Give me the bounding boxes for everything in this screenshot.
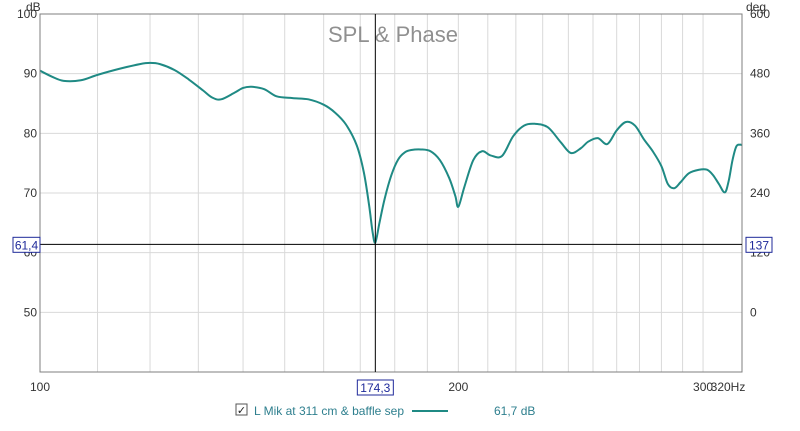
legend-value: 61,7 dB	[494, 404, 535, 418]
series-layer	[39, 61, 743, 244]
y-tick-label: 90	[24, 67, 38, 81]
y2-tick-label: 600	[750, 7, 770, 21]
chart-title: SPL & Phase	[328, 22, 458, 47]
y2-tick-label: 360	[750, 126, 770, 140]
legend: ✓ L Mik at 311 cm & baffle sep 61,7 dB	[235, 403, 535, 418]
y2-tick-label: 0	[750, 305, 757, 319]
cursor-layer[interactable]: 174,3 61,4 137	[12, 14, 773, 396]
y2-tick-label: 240	[750, 186, 770, 200]
y-tick-label: 70	[24, 186, 38, 200]
cursor-x-label: 174,3	[360, 381, 390, 395]
y2-tick-label: 480	[750, 67, 770, 81]
y-unit-label: dB	[26, 0, 41, 14]
x-tick-label: 300	[693, 380, 713, 394]
cursor-y-right-box	[745, 236, 773, 253]
cursor-y-left-box	[12, 236, 41, 253]
cursor-y-right-label: 137	[749, 238, 769, 252]
y-tick-label: 50	[24, 305, 38, 319]
x-tick-label: 200	[448, 380, 468, 394]
legend-checkbox-check-icon: ✓	[237, 405, 246, 417]
legend-series-label[interactable]: L Mik at 311 cm & baffle sep	[254, 404, 404, 418]
plot-frame	[39, 13, 743, 373]
y2-unit-label: deg	[746, 0, 766, 14]
cursor-x-box	[356, 379, 394, 396]
spl-series-line	[39, 61, 743, 244]
x-tick-label: 320Hz	[711, 380, 746, 394]
x-tick-label: 100	[30, 380, 50, 394]
axis-tick-labels: 5060708090100012024036048060010020030032…	[17, 7, 770, 394]
y-tick-label: 100	[17, 7, 37, 21]
grid-layer	[40, 14, 742, 372]
y-tick-label: 80	[24, 126, 38, 140]
cursor-y-left-label: 61,4	[15, 238, 39, 252]
legend-checkbox[interactable]	[235, 403, 248, 416]
